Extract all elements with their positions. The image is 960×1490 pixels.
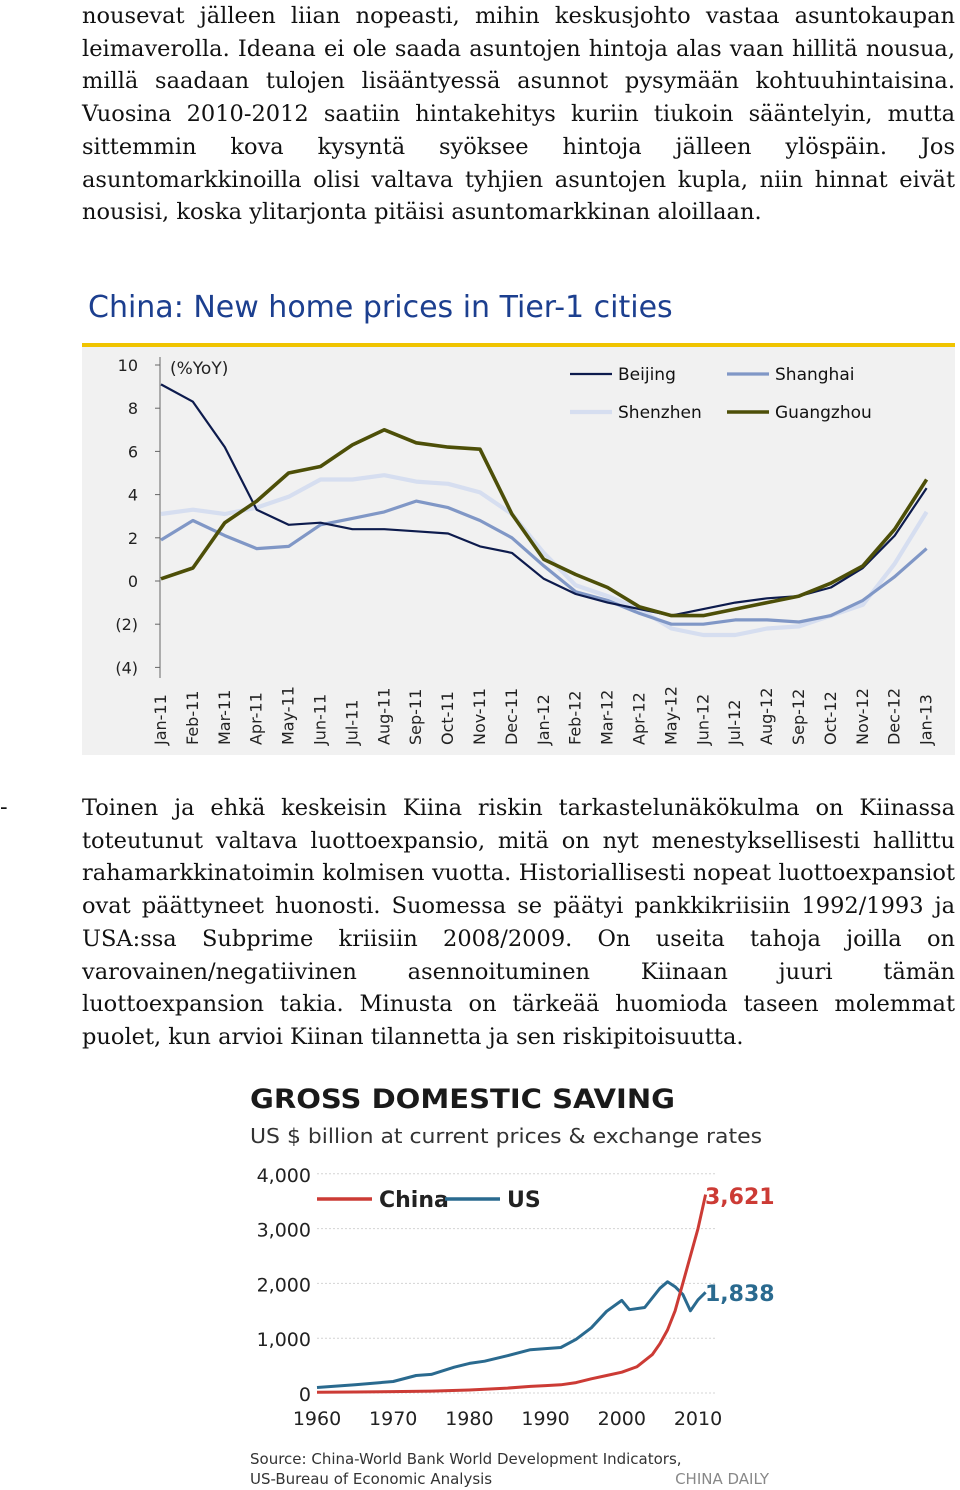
x-tick-label: Apr-11 — [247, 692, 266, 745]
x-tick-label: Oct-12 — [821, 691, 840, 745]
y-tick-label: 0 — [299, 1384, 311, 1406]
series-line-china — [316, 1194, 708, 1394]
y-tick-label: 6 — [128, 442, 138, 461]
chart-title-rule — [82, 343, 955, 347]
legend-label-china: China — [379, 1188, 449, 1213]
y-tick-label: 0 — [128, 572, 138, 591]
x-tick-label: Feb-11 — [183, 691, 202, 745]
bullet-dash: - — [0, 794, 8, 820]
chart-subtitle: US $ billion at current prices & exchang… — [250, 1124, 762, 1148]
x-tick-label: Jun-11 — [311, 694, 330, 746]
paragraph-top: nousevat jälleen liian nopeasti, mihin k… — [82, 3, 955, 226]
series-line-shanghai — [160, 499, 928, 626]
x-tick-label: 1980 — [445, 1408, 493, 1430]
series-line-shenzhen — [160, 473, 929, 638]
y-tick-label: 3,000 — [257, 1220, 311, 1242]
x-tick-label: Sep-11 — [406, 689, 425, 745]
x-tick-label: Nov-12 — [853, 688, 872, 745]
x-tick-label: Sep-12 — [789, 689, 808, 745]
legend-label-shenzhen: Shenzhen — [618, 403, 702, 423]
y-axis: 10 8 6 4 2 0 (2) (4) — [115, 356, 161, 678]
series-lines — [316, 1194, 708, 1394]
gross-saving-chart: GROSS DOMESTIC SAVING US $ billion at cu… — [250, 1084, 775, 1488]
y-tick-label: 2,000 — [257, 1274, 311, 1296]
x-tick-label: 1970 — [369, 1408, 417, 1430]
legend: China US — [317, 1188, 541, 1213]
y-tick-label: 4 — [128, 486, 138, 505]
x-tick-label: Mar-12 — [598, 690, 617, 745]
x-tick-label: 1960 — [293, 1408, 341, 1430]
x-axis: Jan-11 Feb-11 Mar-11 Apr-11 May-11 Jun-11 Jul-… — [151, 686, 936, 746]
y-tick-label: 4,000 — [257, 1165, 311, 1187]
source-line-1: Source: China-World Bank World Developme… — [250, 1450, 682, 1468]
x-tick-label: Aug-12 — [757, 688, 776, 745]
x-tick-label: 1990 — [521, 1408, 569, 1430]
y-axis: 4,000 3,000 2,000 1,000 0 — [257, 1165, 715, 1406]
x-tick-label: 2010 — [674, 1408, 722, 1430]
y-tick-label: 8 — [128, 399, 138, 418]
x-tick-label: Nov-11 — [470, 688, 489, 745]
series-line-guangzhou — [160, 428, 929, 618]
y-tick-label: (4) — [115, 658, 138, 677]
series-lines — [160, 383, 929, 638]
legend: Beijing Shanghai Shenzhen Guangzhou — [570, 365, 872, 423]
x-tick-label: Jan-12 — [534, 694, 553, 746]
chart-title-band — [82, 283, 955, 345]
credit: CHINA DAILY — [675, 1470, 770, 1488]
x-tick-label: 2000 — [598, 1408, 646, 1430]
x-tick-label: Jan-13 — [917, 694, 936, 746]
x-tick-label: Apr-12 — [630, 692, 649, 745]
x-tick-label: Aug-11 — [374, 688, 393, 745]
x-tick-label: Jul-12 — [725, 700, 744, 746]
source-line-2: US-Bureau of Economic Analysis — [250, 1470, 492, 1488]
legend-label-shanghai: Shanghai — [775, 365, 854, 385]
legend-label-beijing: Beijing — [618, 365, 676, 385]
x-axis: 1960 1970 1980 1990 2000 2010 — [293, 1408, 722, 1430]
x-tick-label: Jun-12 — [693, 694, 712, 746]
home-prices-chart: China: New home prices in Tier-1 cities … — [82, 283, 955, 755]
x-tick-label: Dec-11 — [502, 688, 521, 745]
series-line-us — [316, 1280, 707, 1389]
y-tick-label: 2 — [128, 529, 138, 548]
x-tick-label: Jan-11 — [151, 694, 170, 746]
y-tick-label: 1,000 — [257, 1329, 311, 1351]
x-tick-label: May-12 — [661, 686, 680, 745]
end-label-china: 3,621 — [705, 1185, 775, 1210]
unit-label: (%YoY) — [170, 359, 228, 379]
chart-title: China: New home prices in Tier-1 cities — [88, 290, 673, 325]
y-tick-label: 10 — [118, 356, 138, 375]
legend-label-us: US — [507, 1188, 541, 1213]
end-label-us: 1,838 — [705, 1282, 775, 1307]
chart-panel — [82, 347, 955, 755]
chart-title: GROSS DOMESTIC SAVING — [250, 1084, 675, 1115]
x-tick-label: Dec-12 — [885, 688, 904, 745]
x-tick-label: Oct-11 — [438, 691, 457, 745]
paragraph-bottom: Toinen ja ehkä keskeisin Kiina riskin ta… — [82, 795, 955, 1050]
x-tick-label: Jul-11 — [342, 700, 361, 746]
x-tick-label: Mar-11 — [215, 690, 234, 745]
x-tick-label: Feb-12 — [566, 691, 585, 745]
legend-label-guangzhou: Guangzhou — [775, 403, 872, 423]
end-labels: 3,621 1,838 — [705, 1185, 775, 1307]
x-tick-label: May-11 — [279, 686, 298, 745]
y-tick-label: (2) — [115, 615, 138, 634]
